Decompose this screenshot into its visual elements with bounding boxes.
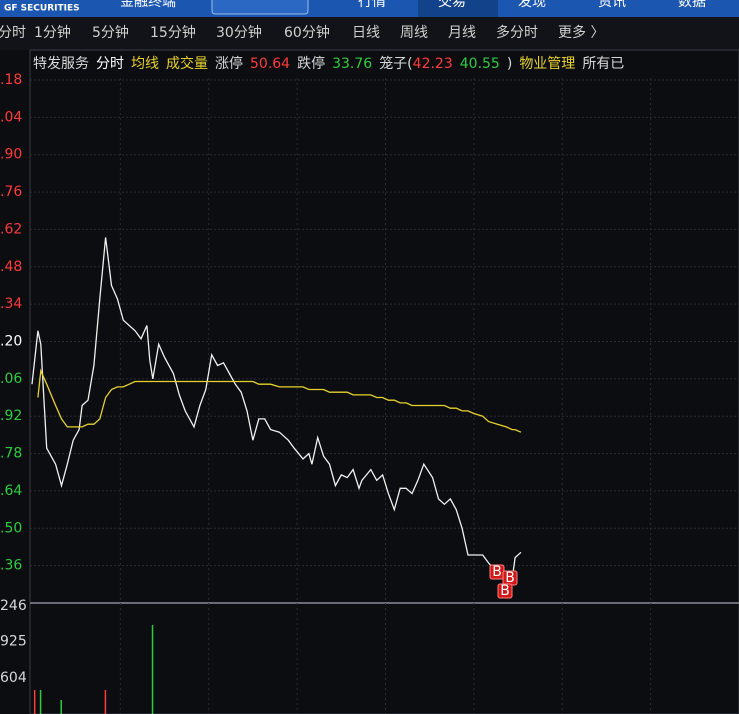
y-tick-label: .34 [0, 296, 22, 312]
info-item: 特发服务 [33, 56, 89, 72]
tab[interactable]: 日线 [352, 25, 380, 41]
y-tick-label: .62 [0, 221, 22, 237]
y-tick-label: 246 [0, 598, 27, 614]
tab-bar [0, 17, 739, 50]
menu-item[interactable]: 资讯 [598, 0, 626, 10]
y-tick-label: 604 [0, 670, 27, 686]
volume-bar [33, 689, 36, 714]
logo: GF SECURITIES [4, 4, 80, 14]
y-tick-label: .76 [0, 184, 22, 200]
trade-marker-label: B [505, 570, 515, 586]
tab[interactable]: 30分钟 [216, 24, 262, 41]
tab[interactable]: 分时 [0, 25, 26, 41]
app-title: 金融终端 [120, 0, 176, 10]
tab[interactable]: 15分钟 [150, 24, 196, 41]
tab[interactable]: 周线 [400, 25, 428, 41]
tab[interactable]: 月线 [448, 25, 476, 41]
menu-item[interactable]: 交易 [438, 0, 466, 10]
series-line [37, 368, 522, 433]
y-tick-label: .64 [0, 483, 22, 499]
menu-item[interactable]: 数据 [678, 0, 706, 10]
volume-bar [39, 689, 42, 714]
y-tick-label: .18 [0, 72, 22, 88]
info-item: 跌停 [297, 55, 325, 72]
volume-bar [151, 625, 154, 714]
y-tick-label: .50 [0, 520, 22, 536]
info-item: ) [507, 56, 512, 72]
info-item: 涨停 [215, 55, 243, 72]
y-tick-label: .78 [0, 446, 22, 462]
search-box[interactable] [211, 0, 309, 15]
trade-marker-label: B [492, 564, 502, 580]
info-item: 成交量 [166, 55, 208, 72]
info-item: 40.55 [460, 56, 500, 72]
series-line [31, 237, 522, 580]
tab[interactable]: 1分钟 [34, 24, 71, 41]
y-tick-label: .48 [0, 259, 22, 275]
info-item: 均线 [131, 56, 159, 72]
y-tick-label: .20 [0, 334, 22, 350]
y-tick-label: .06 [0, 371, 22, 387]
volume-bar [60, 700, 62, 714]
tab[interactable]: 更多 〉 [558, 24, 604, 41]
info-item: 42.23 [413, 56, 453, 72]
info-item: 分时 [96, 56, 124, 72]
info-item: 50.64 [250, 56, 290, 72]
y-tick-label: .90 [0, 147, 22, 163]
menu-item[interactable]: 行情 [358, 0, 386, 10]
info-item: 笼子( [379, 55, 412, 72]
info-item: 33.76 [332, 56, 372, 72]
trade-marker-label: B [500, 583, 510, 599]
menu-item[interactable]: 发现 [518, 0, 546, 10]
top-bar [0, 0, 739, 17]
info-item: 所有已 [582, 56, 624, 72]
y-tick-label: .36 [0, 558, 22, 574]
volume-bar [104, 689, 107, 714]
tab[interactable]: 多分时 [496, 24, 538, 41]
y-tick-label: .04 [0, 109, 22, 125]
active-menu [418, 0, 498, 17]
tab[interactable]: 5分钟 [92, 24, 129, 41]
info-item: 物业管理 [519, 56, 575, 72]
trade-marker[interactable] [497, 583, 513, 599]
tab[interactable]: 60分钟 [284, 24, 330, 41]
y-tick-label: .92 [0, 408, 22, 424]
y-tick-label: 925 [0, 634, 27, 650]
